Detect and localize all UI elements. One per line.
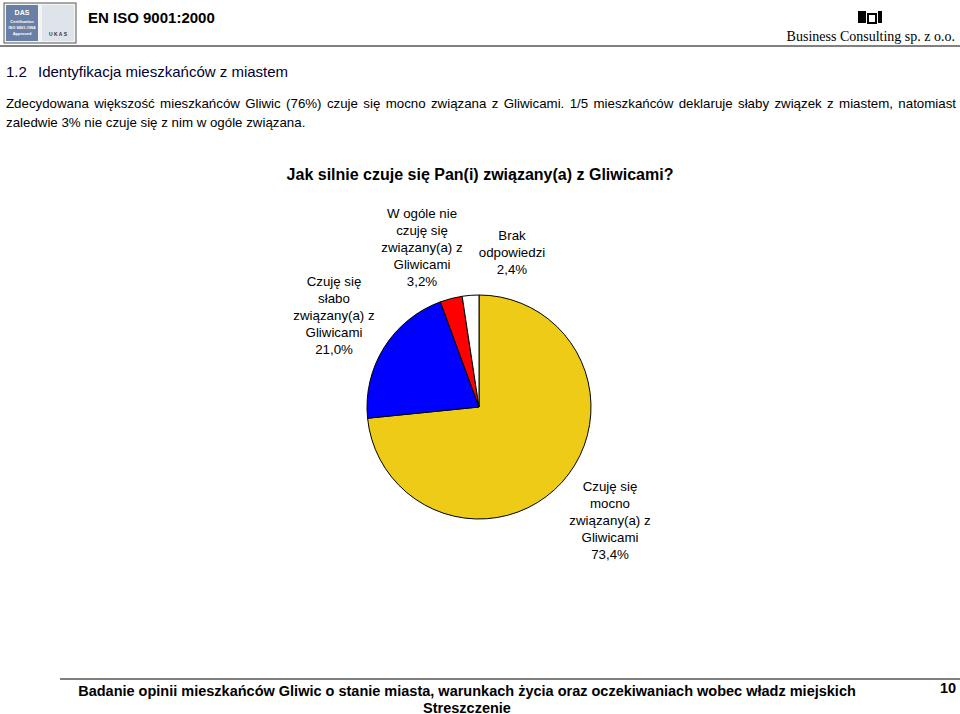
- logo-text: ISO 9001:1994: [8, 25, 36, 30]
- logo-left: [6, 5, 38, 41]
- logo-text: Approved: [13, 31, 32, 36]
- pie-slice: [462, 295, 479, 407]
- logo-frame: [4, 3, 76, 43]
- page-number: 10: [940, 680, 956, 696]
- company-logo-part: [878, 11, 882, 23]
- footer-subtitle: Streszczenie: [423, 700, 511, 714]
- data-label: 73,4%: [591, 547, 629, 562]
- header-standard: EN ISO 9001:2000: [88, 9, 215, 26]
- chart-title: Jak silnie czuje się Pan(i) związany(a) …: [287, 166, 674, 183]
- slice-label-line: związany(a) z: [569, 513, 650, 528]
- company-logo-part: [858, 11, 866, 23]
- data-label: 21,0%: [315, 342, 353, 357]
- slice-label-line: związany(a) z: [381, 240, 462, 255]
- slice-label-line: Czuję się: [583, 479, 638, 494]
- slice-label: Brak odpowiedzi: [479, 228, 546, 260]
- logo: DAS CertificationISO 9001:1994Approved U K…: [4, 3, 76, 43]
- company-logo: [858, 11, 882, 23]
- slice-label-line: Gliwicami: [306, 325, 363, 340]
- pie-slice: [368, 295, 591, 519]
- slice-label-line: czuję się: [396, 223, 448, 238]
- slice-label: Czuję się słabo związany(a) z Gliwicami: [293, 274, 374, 340]
- logo-text: Certification: [10, 19, 34, 24]
- page: DAS CertificationISO 9001:1994Approved U K…: [0, 0, 960, 714]
- logo-text: DAS: [15, 9, 30, 16]
- slice-label-line: Gliwicami: [582, 530, 639, 545]
- data-label: 3,2%: [407, 274, 437, 289]
- slice-label-line: Gliwicami: [394, 257, 451, 272]
- paragraph: Zdecydowana większość mieszkańców Gliwic…: [6, 94, 956, 132]
- footer-title: Badanie opinii mieszkańców Gliwic o stan…: [78, 683, 856, 699]
- data-label: 2,4%: [497, 262, 527, 277]
- slice-label-line: mocno: [590, 496, 630, 511]
- slice-label-line: związany(a) z: [293, 308, 374, 323]
- slice-label-line: Czuję się: [307, 274, 362, 289]
- pie: [367, 295, 591, 519]
- header-rule: [0, 46, 960, 47]
- header-company: Business Consulting sp. z o.o.: [787, 29, 955, 44]
- logo-right: [42, 5, 74, 41]
- slice-label: W ogóle nie czuję się związany(a) z Gliwica…: [381, 206, 462, 272]
- slice-label-line: Brak: [498, 228, 526, 243]
- section-number: 1.2: [6, 63, 27, 80]
- slice-label-line: słabo: [318, 291, 350, 306]
- slice-label-line: W ogóle nie: [387, 206, 457, 221]
- logo-text: U K A S: [49, 31, 68, 37]
- slice-label-line: odpowiedzi: [479, 245, 546, 260]
- footer-rule: [60, 679, 960, 680]
- section-title: Identyfikacja mieszkańców z miastem: [38, 63, 288, 80]
- slice-label: Czuję się mocno związany(a) z Gliwicami: [569, 479, 650, 545]
- company-logo-part: [868, 14, 876, 23]
- slice-labels: Czuję się mocno związany(a) z Gliwicami 73,4…: [293, 206, 650, 562]
